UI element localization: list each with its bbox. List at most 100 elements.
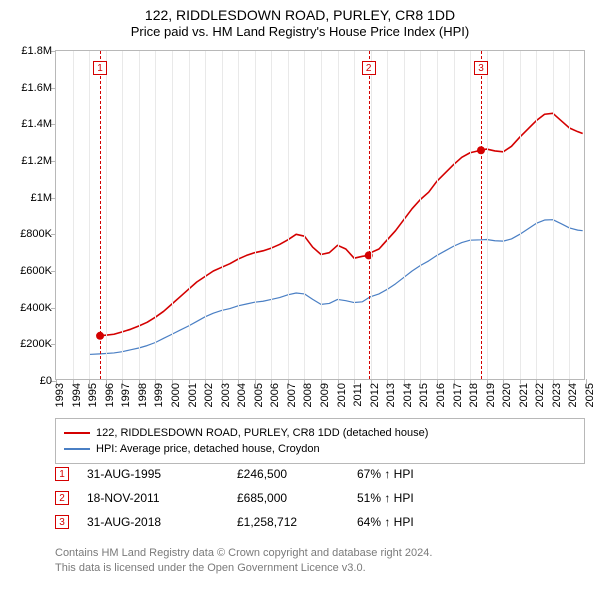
- xtick-label: 2008: [302, 383, 314, 407]
- gridline: [288, 51, 289, 379]
- xtick-label: 2004: [236, 383, 248, 407]
- sales-date: 18-NOV-2011: [69, 491, 237, 505]
- plot-area: £0£200K£400K£600K£800K£1M£1.2M£1.4M£1.6M…: [55, 50, 585, 380]
- legend-swatch: [64, 448, 90, 450]
- sale-marker-box: 2: [362, 61, 376, 75]
- xtick-label: 2011: [352, 383, 364, 407]
- xtick-label: 2000: [170, 383, 182, 407]
- gridline: [520, 51, 521, 379]
- xtick-label: 2006: [269, 383, 281, 407]
- ytick-label: £1.6M: [21, 82, 52, 94]
- xtick-label: 2001: [187, 383, 199, 407]
- legend-label: HPI: Average price, detached house, Croy…: [96, 441, 320, 457]
- footer-line-1: Contains HM Land Registry data © Crown c…: [55, 546, 432, 561]
- xtick-label: 1993: [54, 383, 66, 407]
- xtick-label: 2003: [220, 383, 232, 407]
- footer-line-2: This data is licensed under the Open Gov…: [55, 561, 432, 576]
- gridline: [155, 51, 156, 379]
- xtick-label: 2002: [203, 383, 215, 407]
- chart-subtitle: Price paid vs. HM Land Registry's House …: [0, 24, 600, 45]
- xtick-label: 2018: [468, 383, 480, 407]
- sales-row: 218-NOV-2011£685,00051% ↑ HPI: [55, 486, 457, 510]
- gridline: [569, 51, 570, 379]
- gridline: [122, 51, 123, 379]
- gridline: [106, 51, 107, 379]
- xtick-label: 2017: [452, 383, 464, 407]
- xtick-label: 2020: [501, 383, 513, 407]
- gridline: [304, 51, 305, 379]
- chart-title: 122, RIDDLESDOWN ROAD, PURLEY, CR8 1DD: [0, 0, 600, 24]
- gridline: [354, 51, 355, 379]
- xtick-label: 2019: [485, 383, 497, 407]
- xtick-label: 1995: [87, 383, 99, 407]
- gridline: [172, 51, 173, 379]
- gridline: [387, 51, 388, 379]
- gridline: [255, 51, 256, 379]
- gridline: [238, 51, 239, 379]
- sales-price: £246,500: [237, 467, 357, 481]
- sales-delta: 64% ↑ HPI: [357, 515, 457, 529]
- xtick-label: 2007: [286, 383, 298, 407]
- gridline: [404, 51, 405, 379]
- sales-row: 331-AUG-2018£1,258,71264% ↑ HPI: [55, 510, 457, 534]
- legend-label: 122, RIDDLESDOWN ROAD, PURLEY, CR8 1DD (…: [96, 425, 428, 441]
- sales-date: 31-AUG-2018: [69, 515, 237, 529]
- ytick-label: £1.2M: [21, 155, 52, 167]
- xtick-label: 2005: [253, 383, 265, 407]
- xtick-label: 2010: [336, 383, 348, 407]
- ytick-label: £1M: [31, 192, 52, 204]
- page: 122, RIDDLESDOWN ROAD, PURLEY, CR8 1DD P…: [0, 0, 600, 590]
- xtick-label: 1997: [120, 383, 132, 407]
- gridline: [536, 51, 537, 379]
- xtick-label: 2015: [418, 383, 430, 407]
- xtick-label: 2014: [402, 383, 414, 407]
- sale-vline: [100, 51, 101, 379]
- ytick-label: £200K: [20, 338, 52, 350]
- sales-marker-box: 2: [55, 491, 69, 505]
- gridline: [89, 51, 90, 379]
- gridline: [73, 51, 74, 379]
- footer: Contains HM Land Registry data © Crown c…: [55, 546, 432, 576]
- sale-vline: [369, 51, 370, 379]
- sales-date: 31-AUG-1995: [69, 467, 237, 481]
- gridline: [321, 51, 322, 379]
- xtick-label: 1996: [104, 383, 116, 407]
- sale-marker-box: 1: [93, 61, 107, 75]
- xtick-label: 2022: [534, 383, 546, 407]
- gridline: [420, 51, 421, 379]
- sales-table: 131-AUG-1995£246,50067% ↑ HPI218-NOV-201…: [55, 462, 457, 534]
- xtick-label: 1994: [71, 383, 83, 407]
- ytick-label: £1.8M: [21, 45, 52, 57]
- xtick-label: 1999: [153, 383, 165, 407]
- ytick-label: £400K: [20, 302, 52, 314]
- gridline: [139, 51, 140, 379]
- gridline: [437, 51, 438, 379]
- gridline: [338, 51, 339, 379]
- legend: 122, RIDDLESDOWN ROAD, PURLEY, CR8 1DD (…: [55, 418, 585, 464]
- xtick-label: 1998: [137, 383, 149, 407]
- gridline: [470, 51, 471, 379]
- sales-price: £685,000: [237, 491, 357, 505]
- gridline: [487, 51, 488, 379]
- series-line: [89, 220, 583, 355]
- ytick-label: £800K: [20, 228, 52, 240]
- xtick-label: 2013: [385, 383, 397, 407]
- sales-delta: 51% ↑ HPI: [357, 491, 457, 505]
- gridline: [553, 51, 554, 379]
- ytick-label: £1.4M: [21, 118, 52, 130]
- gridline: [271, 51, 272, 379]
- xtick-label: 2023: [551, 383, 563, 407]
- gridline: [503, 51, 504, 379]
- gridline: [205, 51, 206, 379]
- xtick-label: 2025: [584, 383, 596, 407]
- xtick-label: 2024: [567, 383, 579, 407]
- sales-marker-box: 3: [55, 515, 69, 529]
- legend-swatch: [64, 432, 90, 434]
- sale-vline: [481, 51, 482, 379]
- gridline: [454, 51, 455, 379]
- ytick-label: £0: [40, 375, 52, 387]
- gridline: [189, 51, 190, 379]
- xtick-label: 2009: [319, 383, 331, 407]
- sales-row: 131-AUG-1995£246,50067% ↑ HPI: [55, 462, 457, 486]
- legend-row: HPI: Average price, detached house, Croy…: [64, 441, 576, 457]
